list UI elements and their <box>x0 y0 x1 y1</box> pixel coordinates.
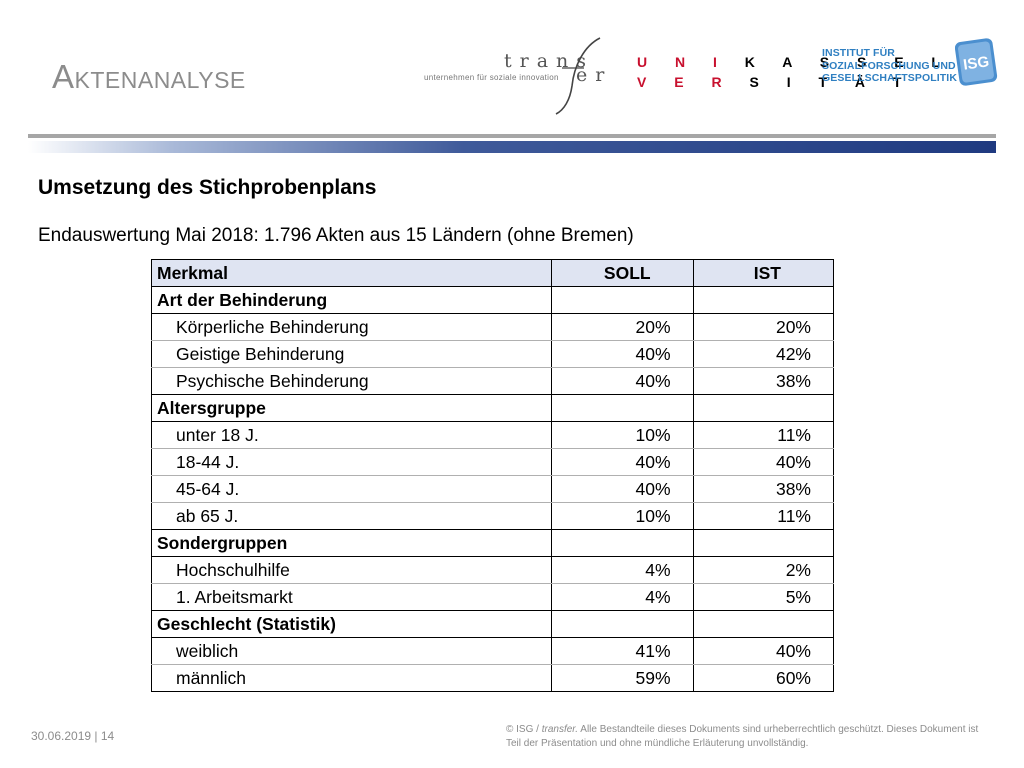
table-group-row: Art der Behinderung <box>150 286 835 314</box>
soll-value: 41% <box>551 637 694 665</box>
ist-value: 38% <box>692 367 835 395</box>
header-ist: IST <box>692 259 835 287</box>
unikassel-logo-sitaet: S I T Ä T <box>749 74 914 91</box>
unikassel-logo-ver: V E R <box>637 74 734 91</box>
soll-value <box>551 286 694 314</box>
group-label: Sondergruppen <box>150 529 553 557</box>
copyright-org-italic: transfer. <box>541 724 579 735</box>
transfer-logo: trans er unternehmen für soziale innovat… <box>424 36 620 116</box>
ist-value <box>692 529 835 557</box>
isg-line3: GESELLSCHAFTSPOLITIK <box>822 72 958 85</box>
copyright-symbol: © <box>506 724 514 735</box>
table-row: 45-64 J. 40% 38% <box>150 475 835 503</box>
table-row: weiblich 41% 40% <box>150 637 835 665</box>
ist-value: 40% <box>692 637 835 665</box>
table-row: 1. Arbeitsmarkt 4% 5% <box>150 583 835 611</box>
isg-line1: INSTITUT FÜR <box>822 47 895 59</box>
lead-text: Endauswertung Mai 2018: 1.796 Akten aus … <box>38 225 634 246</box>
isg-badge-label: ISG <box>962 53 990 73</box>
table-row: männlich 59% 60% <box>150 664 835 692</box>
transfer-logo-word: trans <box>504 50 595 72</box>
ist-value <box>692 610 835 638</box>
soll-value: 10% <box>551 421 694 449</box>
table-row: Geistige Behinderung 40% 42% <box>150 340 835 368</box>
table-row: ab 65 J. 10% 11% <box>150 502 835 530</box>
row-label: Psychische Behinderung <box>150 367 553 395</box>
ist-value <box>692 286 835 314</box>
row-label: weiblich <box>150 637 553 665</box>
table-group-row: Sondergruppen <box>150 529 835 557</box>
group-label: Geschlecht (Statistik) <box>150 610 553 638</box>
unikassel-logo: U N I K A S S E L V E R S I T Ä T <box>637 52 940 92</box>
unikassel-logo-kassel: K A S S E L <box>744 54 952 70</box>
transfer-logo-swash <box>555 37 601 115</box>
header-merkmal: Merkmal <box>150 259 553 287</box>
soll-value: 4% <box>551 556 694 584</box>
isg-badge-icon: ISG <box>954 36 999 88</box>
row-label: unter 18 J. <box>150 421 553 449</box>
unikassel-logo-uni: U N I <box>637 54 729 70</box>
isg-line2: SOZIALFORSCHUNG UND <box>822 59 956 72</box>
isg-logo-text: INSTITUT FÜR SOZIALFORSCHUNG UND GESELLS… <box>822 47 957 85</box>
ist-value: 11% <box>692 421 835 449</box>
page-title: Aktenanalyse <box>52 58 246 95</box>
ist-value: 5% <box>692 583 835 611</box>
sampling-plan-table: Merkmal SOLL IST Art der Behinderung Körp… <box>150 259 835 692</box>
header-divider-grey <box>28 134 996 138</box>
group-label: Altersgruppe <box>150 394 553 422</box>
ist-value <box>692 394 835 422</box>
unikassel-logo-row1: U N I K A S S E L <box>637 52 940 72</box>
table-group-row: Geschlecht (Statistik) <box>150 610 835 638</box>
transfer-logo-slogan: unternehmen für soziale innovation <box>424 73 559 82</box>
ist-value: 11% <box>692 502 835 530</box>
table-row: Körperliche Behinderung 20% 20% <box>150 313 835 341</box>
copyright-org: ISG / <box>516 724 539 735</box>
copyright-text: Alle Bestandteile dieses Dokuments sind … <box>506 724 979 749</box>
soll-value: 40% <box>551 340 694 368</box>
soll-value: 10% <box>551 502 694 530</box>
row-label: 18-44 J. <box>150 448 553 476</box>
row-label: Geistige Behinderung <box>150 340 553 368</box>
row-label: männlich <box>150 664 553 692</box>
row-label: Körperliche Behinderung <box>150 313 553 341</box>
footer-copyright: © ISG / transfer. Alle Bestandteile dies… <box>506 723 986 750</box>
group-label: Art der Behinderung <box>150 286 553 314</box>
header-soll: SOLL <box>551 259 694 287</box>
row-label: ab 65 J. <box>150 502 553 530</box>
soll-value: 59% <box>551 664 694 692</box>
ist-value: 42% <box>692 340 835 368</box>
soll-value: 40% <box>551 448 694 476</box>
table-row: unter 18 J. 10% 11% <box>150 421 835 449</box>
soll-value: 40% <box>551 367 694 395</box>
soll-value <box>551 394 694 422</box>
row-label: 45-64 J. <box>150 475 553 503</box>
row-label: Hochschulhilfe <box>150 556 553 584</box>
table-row: Psychische Behinderung 40% 38% <box>150 367 835 395</box>
header-divider-blue <box>28 141 996 153</box>
footer-date-page: 30.06.2019 | 14 <box>31 729 115 743</box>
soll-value: 4% <box>551 583 694 611</box>
ist-value: 2% <box>692 556 835 584</box>
soll-value: 20% <box>551 313 694 341</box>
table-group-row: Altersgruppe <box>150 394 835 422</box>
table-header-row: Merkmal SOLL IST <box>150 259 835 287</box>
transfer-logo-suffix: er <box>576 64 613 86</box>
soll-value <box>551 610 694 638</box>
table-row: 18-44 J. 40% 40% <box>150 448 835 476</box>
unikassel-logo-row2: V E R S I T Ä T <box>637 72 901 92</box>
section-heading: Umsetzung des Stichprobenplans <box>38 176 377 199</box>
ist-value: 38% <box>692 475 835 503</box>
ist-value: 60% <box>692 664 835 692</box>
ist-value: 20% <box>692 313 835 341</box>
ist-value: 40% <box>692 448 835 476</box>
table-row: Hochschulhilfe 4% 2% <box>150 556 835 584</box>
soll-value <box>551 529 694 557</box>
row-label: 1. Arbeitsmarkt <box>150 583 553 611</box>
soll-value: 40% <box>551 475 694 503</box>
